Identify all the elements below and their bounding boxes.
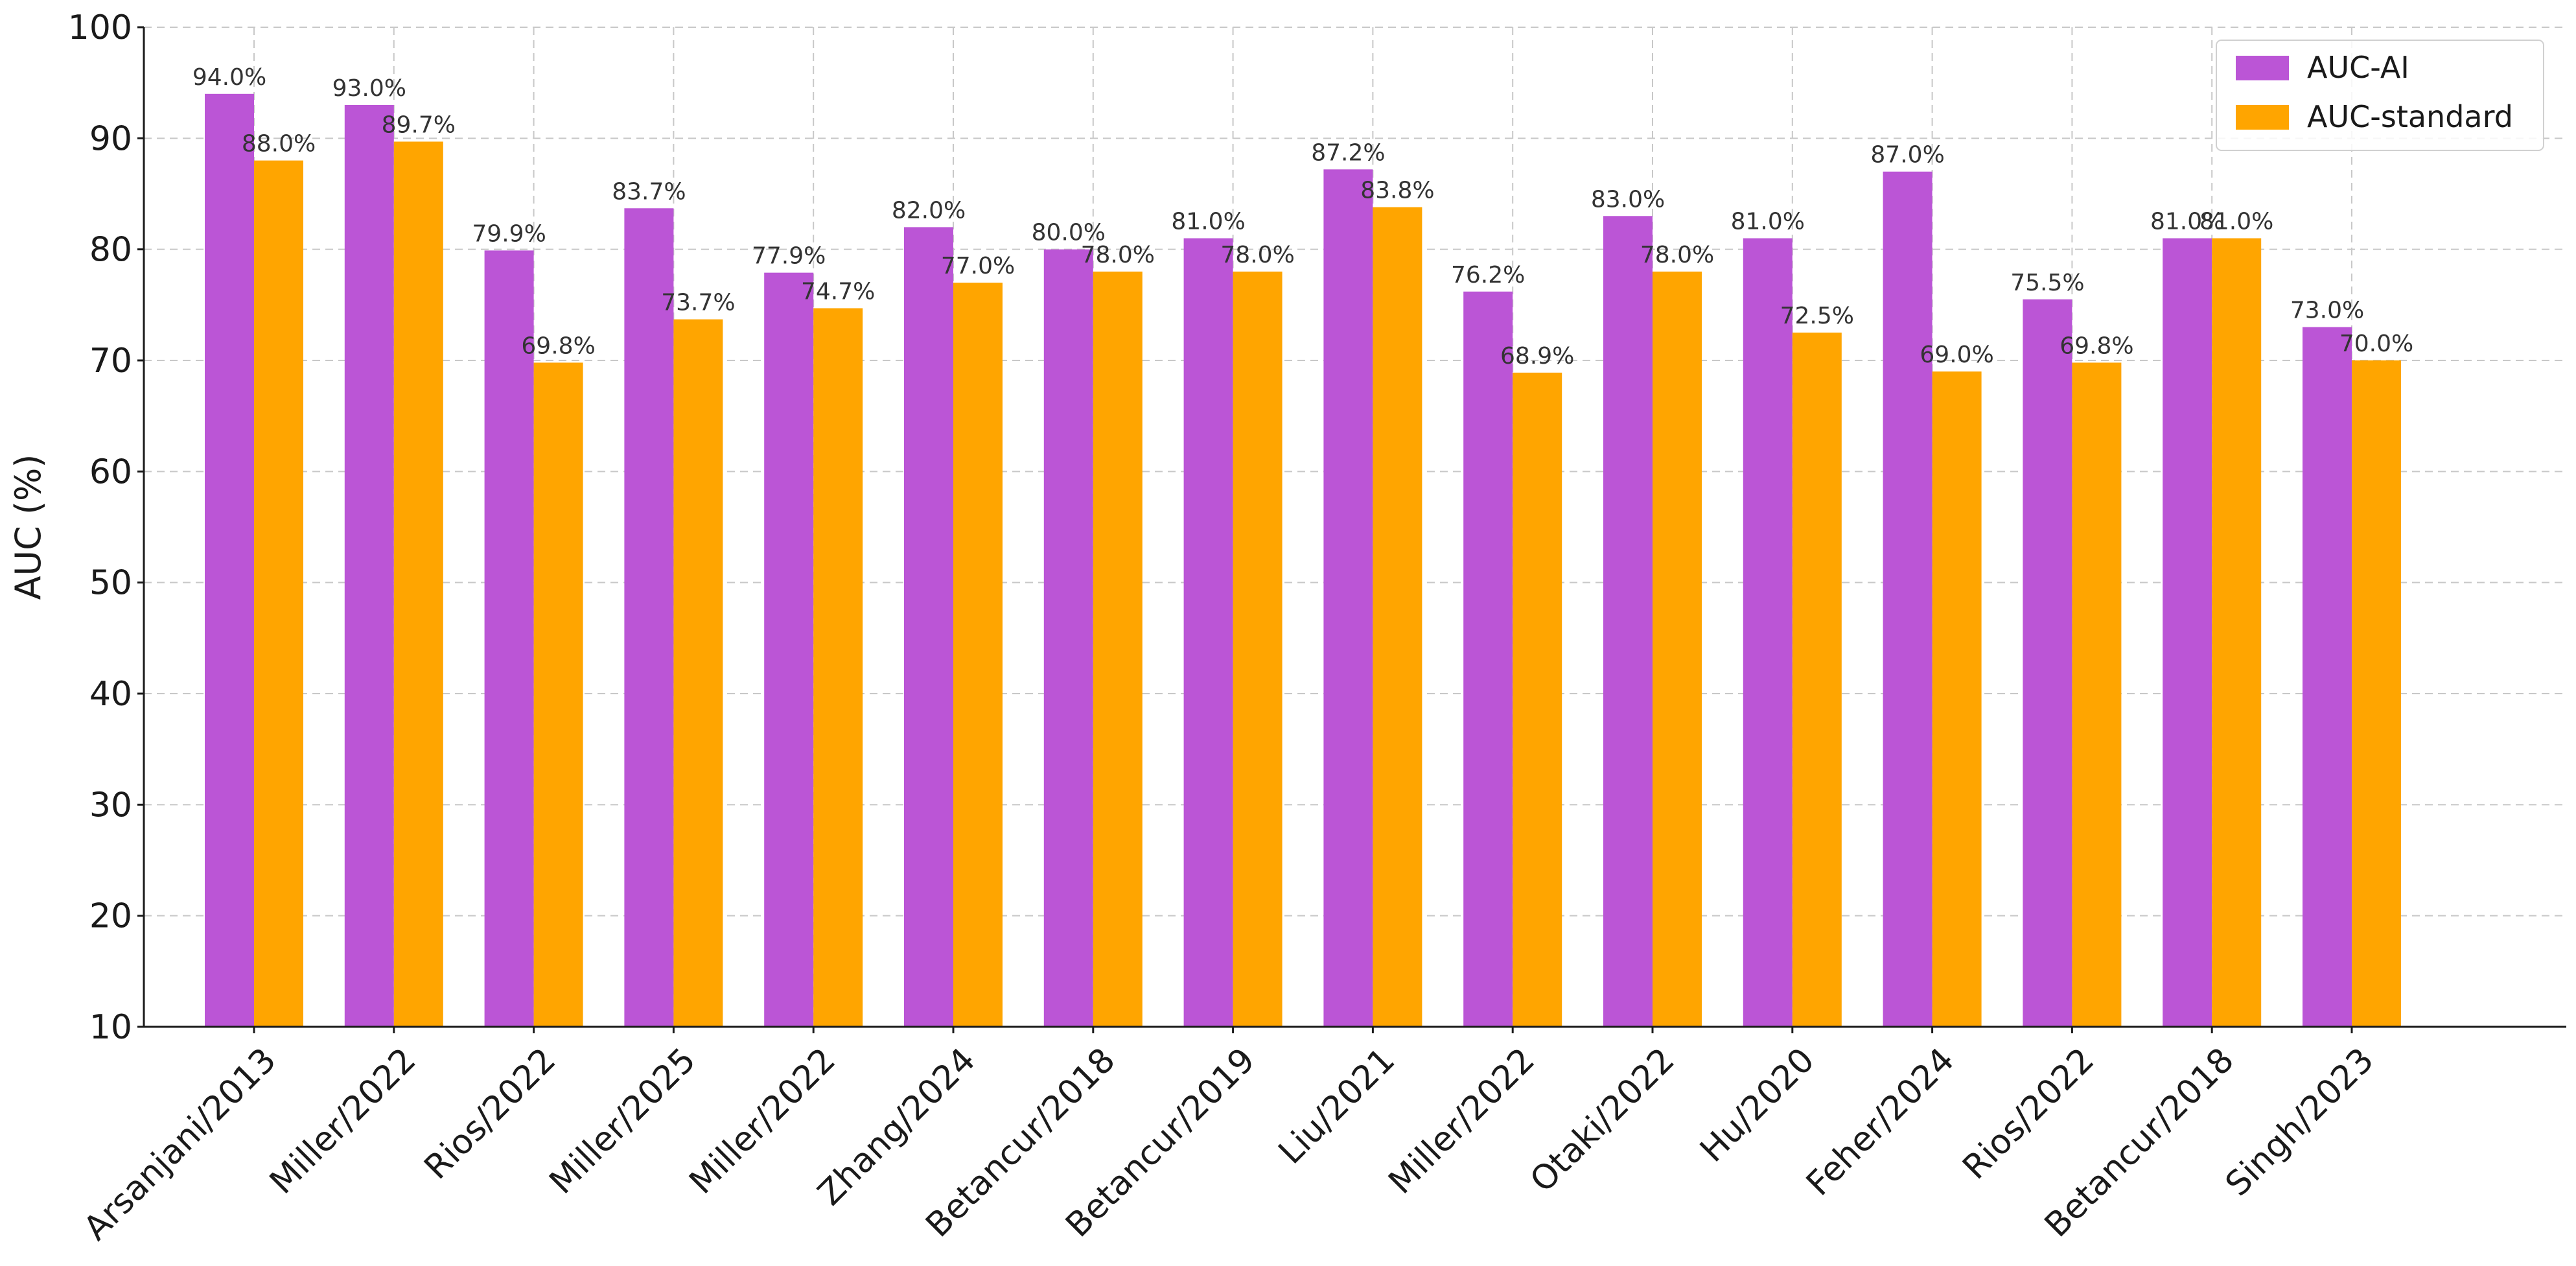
y-tick-label: 100: [68, 8, 132, 47]
data-label-auc-standard: 77.0%: [941, 253, 1015, 279]
data-label-auc-ai: 76.2%: [1451, 262, 1525, 288]
data-label-auc-standard: 68.9%: [1500, 343, 1574, 369]
bar-auc-ai: [2163, 238, 2212, 1027]
bar-auc-standard: [1792, 333, 1842, 1027]
data-labels: 94.0% 93.0% 79.9% 83.7% 77.9% 82.0% 80.0% 81.0%…: [192, 64, 2413, 369]
y-axis-title: AUC (%): [8, 454, 49, 600]
bar-auc-ai: [2023, 299, 2072, 1027]
x-category-label: Hu/2020: [1693, 1040, 1822, 1169]
data-label-auc-standard: 81.0%: [2199, 209, 2273, 235]
bar-auc-ai: [484, 250, 534, 1027]
x-category-label: Miller/2025: [542, 1040, 704, 1202]
bar-auc-ai: [1183, 238, 1233, 1027]
y-tick-label: 80: [89, 231, 132, 270]
bar-auc-standard: [673, 319, 723, 1027]
bar-auc-ai: [1323, 169, 1373, 1027]
bar-auc-ai: [2303, 327, 2352, 1027]
x-category-label: Rios/2022: [417, 1040, 564, 1187]
bar-auc-ai: [205, 93, 254, 1027]
legend-label-auc-standard: AUC-standard: [2307, 99, 2513, 134]
data-label-auc-standard: 70.0%: [2339, 331, 2413, 357]
data-label-auc-standard: 88.0%: [242, 131, 316, 158]
legend-label-auc-ai: AUC-AI: [2307, 50, 2409, 85]
data-label-auc-standard: 74.7%: [801, 278, 875, 305]
bars: [205, 93, 2401, 1027]
bar-auc-standard: [1093, 271, 1143, 1027]
bar-auc-ai: [1883, 171, 1932, 1027]
bar-auc-standard: [953, 283, 1003, 1027]
x-category-label: Feher/2024: [1799, 1040, 1962, 1203]
data-label-auc-standard: 89.7%: [382, 111, 456, 138]
bar-auc-standard: [254, 160, 303, 1027]
data-label-auc-ai: 75.5%: [2010, 270, 2084, 296]
y-tick-label: 70: [89, 342, 132, 381]
bar-auc-standard: [1373, 207, 1422, 1027]
data-label-auc-ai: 94.0%: [192, 64, 266, 91]
data-label-auc-ai: 82.0%: [892, 197, 966, 224]
data-label-auc-standard: 78.0%: [1081, 242, 1155, 268]
data-label-auc-standard: 69.8%: [521, 333, 595, 359]
bar-auc-standard: [1513, 372, 1562, 1027]
bar-auc-standard: [1233, 271, 1282, 1027]
y-tick-label: 90: [89, 119, 132, 158]
data-label-auc-standard: 78.0%: [1640, 242, 1714, 268]
data-label-auc-ai: 81.0%: [1171, 209, 1245, 235]
data-label-auc-ai: 77.9%: [752, 243, 826, 270]
y-tick-label: 30: [89, 786, 132, 825]
legend-box: [2216, 40, 2544, 151]
bar-auc-standard: [2212, 238, 2262, 1027]
bar-auc-ai: [1463, 291, 1513, 1027]
data-label-auc-standard: 73.7%: [661, 290, 735, 316]
data-label-auc-standard: 78.0%: [1220, 242, 1294, 268]
bar-auc-standard: [813, 308, 863, 1027]
data-label-auc-standard: 69.0%: [1920, 342, 1993, 368]
axes: [143, 27, 2566, 1028]
y-tick-label: 60: [89, 452, 132, 491]
data-label-auc-standard: 83.8%: [1360, 178, 1434, 204]
data-label-auc-ai: 81.0%: [2150, 209, 2224, 235]
legend-swatch-auc-ai: [2236, 56, 2289, 80]
bar-auc-standard: [2072, 362, 2122, 1027]
y-tick-labels: 10 20 30 40 50 60 70 80 90 100: [68, 8, 144, 1047]
x-category-label: Miller/2022: [262, 1040, 424, 1202]
x-category-label: Rios/2022: [1955, 1040, 2102, 1187]
bar-auc-ai: [904, 227, 953, 1027]
x-category-label: Miller/2022: [1381, 1040, 1542, 1202]
bar-auc-ai: [1043, 249, 1093, 1027]
data-label-auc-standard: 72.5%: [1780, 303, 1854, 329]
x-tick-labels: Arsanjani/2013Miller/2022Rios/2022Miller…: [76, 1027, 2382, 1248]
x-category-label: Singh/2023: [2218, 1040, 2382, 1204]
data-label-auc-standard: 69.8%: [2060, 333, 2133, 359]
y-tick-label: 50: [89, 564, 132, 603]
bar-auc-standard: [533, 362, 583, 1027]
y-tick-label: 40: [89, 675, 132, 714]
bar-auc-ai: [1603, 216, 1653, 1027]
data-label-auc-ai: 83.0%: [1591, 186, 1665, 213]
x-category-label: Otaki/2022: [1523, 1040, 1682, 1200]
data-label-auc-ai: 79.9%: [472, 220, 546, 247]
legend: AUC-AI AUC-standard: [2216, 40, 2544, 151]
bar-auc-standard: [2352, 360, 2401, 1027]
data-label-auc-ai: 81.0%: [1731, 209, 1805, 235]
data-label-auc-ai: 93.0%: [332, 75, 406, 102]
y-tick-label: 20: [89, 897, 132, 936]
data-label-auc-ai: 83.7%: [612, 178, 686, 205]
data-label-auc-ai: 87.2%: [1311, 139, 1385, 166]
data-label-auc-ai: 87.0%: [1870, 142, 1944, 169]
bar-auc-standard: [1653, 271, 1702, 1027]
bar-auc-ai: [1743, 238, 1793, 1027]
bar-auc-ai: [764, 272, 814, 1027]
legend-swatch-auc-standard: [2236, 105, 2289, 130]
bar-auc-ai: [624, 208, 674, 1027]
y-tick-label: 10: [89, 1008, 132, 1047]
data-label-auc-ai: 73.0%: [2290, 298, 2364, 324]
bar-auc-standard: [393, 141, 443, 1027]
bar-auc-standard: [1932, 371, 1982, 1027]
bar-auc-ai: [344, 104, 394, 1027]
x-category-label: Arsanjani/2013: [76, 1040, 284, 1248]
x-category-label: Liu/2021: [1271, 1040, 1402, 1171]
data-label-auc-ai: 80.0%: [1032, 220, 1106, 246]
